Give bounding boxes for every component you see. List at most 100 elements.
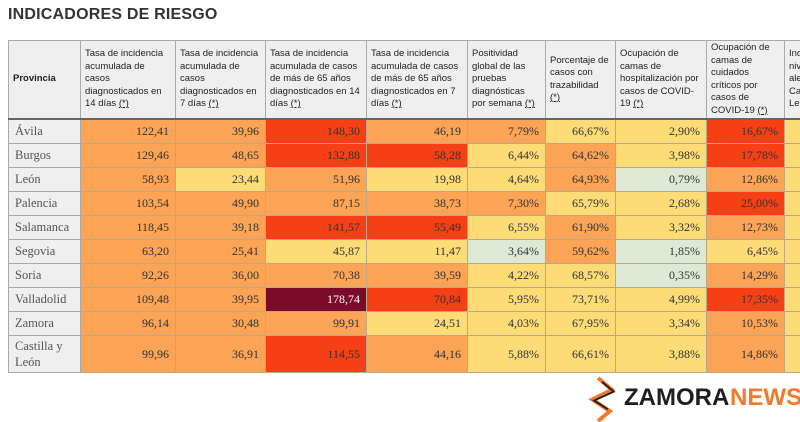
indicator-cell: 30,48	[175, 311, 266, 336]
indicator-cell: 12,86%	[706, 167, 785, 192]
indicator-cell	[784, 191, 800, 216]
footnote-link[interactable]: (*)	[391, 98, 402, 110]
footnote-link[interactable]: (*)	[524, 98, 535, 110]
indicator-cell: 148,30	[265, 118, 367, 144]
indicator-cell: 2,68%	[615, 191, 707, 216]
column-header: Tasa de incidencia acumulada de casos di…	[175, 40, 266, 120]
indicator-cell: 92,26	[80, 263, 176, 288]
province-name: Palencia	[8, 191, 81, 216]
footnote-link[interactable]: (*)	[757, 104, 768, 116]
indicator-cell: 5,95%	[467, 287, 546, 312]
indicator-cell: 39,18	[175, 215, 266, 240]
indicator-cell: 65,79%	[545, 191, 616, 216]
indicator-cell: 0,79%	[615, 167, 707, 192]
table-row: Salamanca 118,45 39,18 141,57 55,49 6,55% 61,9…	[8, 215, 800, 240]
column-header-label: Tasa de incidencia acumulada de casos di…	[180, 48, 259, 110]
indicator-cell: 11,47	[366, 239, 468, 264]
indicator-cell: 17,35%	[706, 287, 785, 312]
indicator-cell: 58,28	[366, 143, 468, 168]
column-header-label: Provincia	[13, 73, 56, 85]
column-header: Ind niv ale Cas Leó	[784, 40, 800, 120]
column-header-label: Tasa de incidencia acumulada de casos di…	[85, 48, 164, 110]
province-name: Ávila	[8, 118, 81, 144]
province-name: Zamora	[8, 311, 81, 336]
column-header-label: Ind niv ale Cas Leó	[789, 48, 800, 110]
province-name: Soria	[8, 263, 81, 288]
indicator-cell	[784, 311, 800, 336]
indicator-cell: 3,34%	[615, 311, 707, 336]
indicator-cell: 3,88%	[615, 335, 707, 373]
province-name: Segovia	[8, 239, 81, 264]
column-header: Ocupación de camas de cuidados críticos …	[706, 40, 785, 120]
indicator-cell: 122,41	[80, 118, 176, 144]
zamora-news-logo: ZAMORA NEWS	[580, 376, 800, 422]
table-row: Segovia 63,20 25,41 45,87 11,47 3,64% 59,62% 1,…	[8, 239, 800, 264]
indicator-cell	[784, 143, 800, 168]
indicator-cell: 64,62%	[545, 143, 616, 168]
indicator-cell: 3,32%	[615, 215, 707, 240]
footnote-link[interactable]: (*)	[550, 92, 561, 103]
indicator-cell	[784, 118, 800, 144]
indicator-cell: 3,98%	[615, 143, 707, 168]
indicator-cell: 70,84	[366, 287, 468, 312]
column-header-label: Tasa de incidencia acumulada de casos de…	[371, 48, 459, 110]
table-row: León 58,93 23,44 51,96 19,98 4,64% 64,93% 0,79%…	[8, 167, 800, 192]
indicator-cell: 36,91	[175, 335, 266, 373]
indicator-cell: 132,88	[265, 143, 367, 168]
table-row: Burgos 129,46 48,65 132,88 58,28 6,44% 64,62% 3…	[8, 143, 800, 168]
column-header-label: Tasa de incidencia acumulada de casos de…	[270, 48, 360, 110]
indicator-cell	[784, 287, 800, 312]
indicator-cell: 23,44	[175, 167, 266, 192]
indicator-cell: 48,65	[175, 143, 266, 168]
table-row: Zamora 96,14 30,48 99,91 24,51 4,03% 67,95% 3,3…	[8, 311, 800, 336]
indicator-cell: 24,51	[366, 311, 468, 336]
indicator-cell: 178,74	[265, 287, 367, 312]
column-header-label: Porcentaje de casos con trazabilidad	[550, 54, 609, 91]
indicator-cell: 46,19	[366, 118, 468, 144]
page-title: INDICADORES DE RIESGO	[8, 6, 218, 23]
province-name: León	[8, 167, 81, 192]
indicator-cell: 14,86%	[706, 335, 785, 373]
indicator-cell: 38,73	[366, 191, 468, 216]
logo-brand-accent: NEWS	[730, 384, 800, 411]
column-header: Tasa de incidencia acumulada de casos de…	[265, 40, 367, 120]
indicator-cell: 141,57	[265, 215, 367, 240]
footnote-link[interactable]: (*)	[118, 98, 129, 110]
indicator-cell: 63,20	[80, 239, 176, 264]
province-name: Castilla y León	[8, 335, 81, 373]
footnote-link[interactable]: (*)	[633, 98, 644, 110]
indicator-cell: 4,22%	[467, 263, 546, 288]
indicator-cell: 66,67%	[545, 118, 616, 144]
indicator-cell: 61,90%	[545, 215, 616, 240]
indicator-cell: 55,49	[366, 215, 468, 240]
indicator-cell: 103,54	[80, 191, 176, 216]
indicator-cell	[784, 239, 800, 264]
footnote-link[interactable]: (*)	[208, 98, 219, 110]
indicator-cell: 129,46	[80, 143, 176, 168]
indicator-cell: 7,30%	[467, 191, 546, 216]
indicator-cell: 16,67%	[706, 118, 785, 144]
indicator-cell: 17,78%	[706, 143, 785, 168]
column-header: Tasa de incidencia acumulada de casos di…	[80, 40, 176, 120]
footnote-link[interactable]: (*)	[290, 98, 301, 110]
indicator-cell: 49,90	[175, 191, 266, 216]
indicator-cell	[784, 335, 800, 373]
column-header-label: Ocupación de camas de cuidados críticos …	[711, 42, 770, 116]
column-header-provincia: Provincia	[8, 40, 81, 120]
indicator-cell: 109,48	[80, 287, 176, 312]
indicator-cell: 58,93	[80, 167, 176, 192]
province-name: Valladolid	[8, 287, 81, 312]
indicator-cell	[784, 215, 800, 240]
column-header: Positividad global de las pruebas diagnó…	[467, 40, 546, 120]
indicator-cell: 5,88%	[467, 335, 546, 373]
indicator-cell: 87,15	[265, 191, 367, 216]
column-header-label: Positividad global de las pruebas diagnó…	[472, 48, 526, 110]
indicator-cell: 73,71%	[545, 287, 616, 312]
indicator-cell: 67,95%	[545, 311, 616, 336]
indicator-cell: 44,16	[366, 335, 468, 373]
indicator-cell: 99,91	[265, 311, 367, 336]
indicator-cell: 7,79%	[467, 118, 546, 144]
indicator-cell: 39,96	[175, 118, 266, 144]
indicator-cell: 51,96	[265, 167, 367, 192]
indicator-cell: 66,61%	[545, 335, 616, 373]
